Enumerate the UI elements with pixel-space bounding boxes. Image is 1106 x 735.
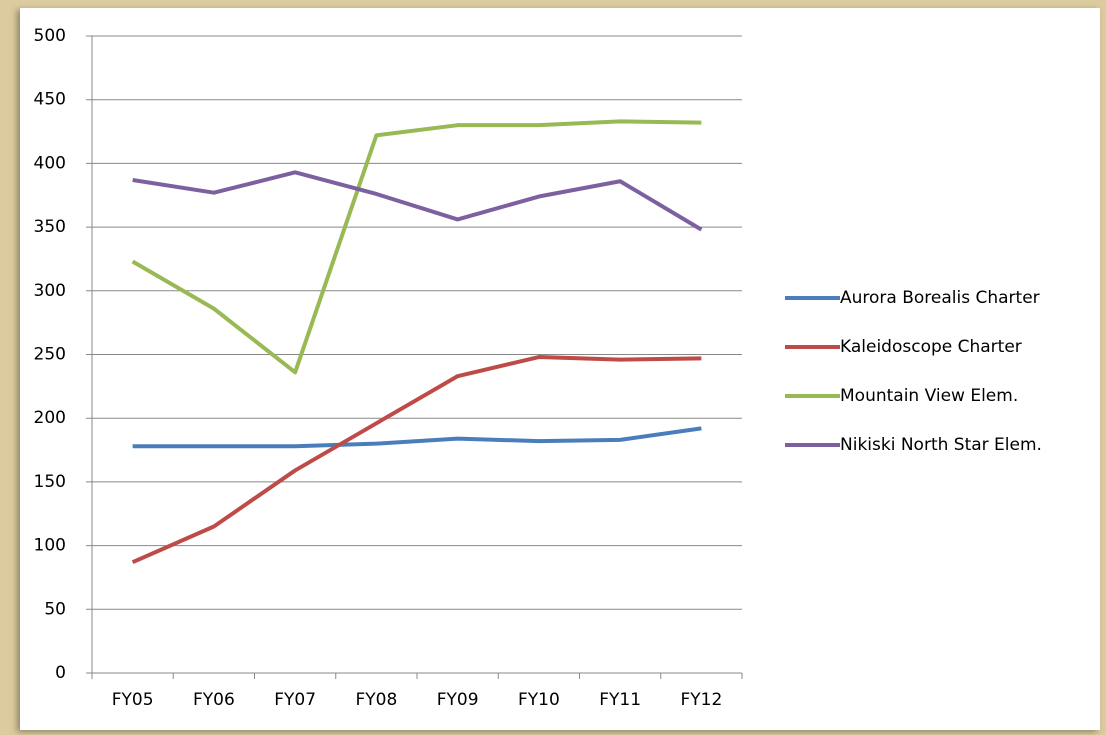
series-line [131,355,702,564]
legend-label: Nikiski North Star Elem. [840,435,1042,455]
x-tick-label: FY07 [274,690,316,710]
y-tick-label: 400 [34,153,66,173]
y-tick-label: 500 [34,26,66,46]
y-tick-label: 350 [34,217,66,237]
series-line [132,426,702,449]
x-tick-label: FY05 [112,690,154,710]
x-tick-label: FY11 [599,690,641,710]
legend-label: Mountain View Elem. [840,386,1018,406]
y-tick-label: 200 [34,408,66,428]
x-tick-label: FY12 [680,690,722,710]
series-line [132,170,703,232]
y-tick-label: 250 [34,345,66,365]
y-tick-label: 300 [34,281,66,301]
y-tick-label: 450 [34,90,66,110]
y-tick-label: 100 [34,536,66,556]
y-tick-label: 0 [55,663,66,683]
x-tick-label: FY10 [518,690,560,710]
x-tick-label: FY08 [355,690,397,710]
x-tick-label: FY06 [193,690,235,710]
x-tick-label: FY09 [437,690,479,710]
legend-label: Aurora Borealis Charter [840,288,1040,308]
y-tick-label: 50 [44,599,66,619]
series-line [131,119,702,375]
legend-label: Kaleidoscope Charter [840,337,1022,357]
y-tick-label: 150 [34,472,66,492]
